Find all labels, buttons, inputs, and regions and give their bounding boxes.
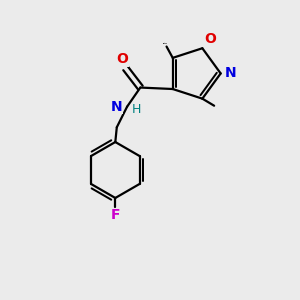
Text: F: F — [111, 208, 120, 222]
Text: O: O — [117, 52, 129, 66]
Text: H: H — [131, 103, 141, 116]
Text: methyl: methyl — [163, 43, 167, 44]
Text: N: N — [111, 100, 123, 114]
Text: methyl: methyl — [163, 42, 167, 44]
Text: N: N — [225, 66, 237, 80]
Text: O: O — [205, 32, 217, 46]
